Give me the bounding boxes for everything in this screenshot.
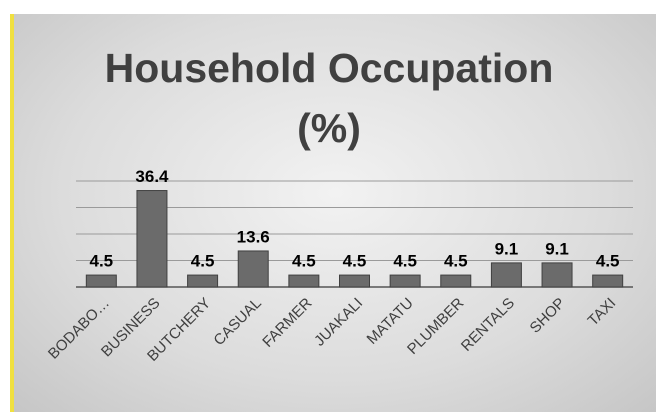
value-label: 4.5 [292,252,316,271]
bar [490,262,522,288]
chart-title: Household Occupation (%) [104,45,554,151]
value-label: 36.4 [135,167,169,186]
x-tick-label: TAXI [585,295,620,330]
bar [85,274,117,288]
bar [136,190,168,288]
bar [237,250,269,288]
chart-area [10,14,656,412]
bar [288,274,320,288]
value-label: 4.5 [393,252,417,271]
value-label: 4.5 [191,252,215,271]
bar [389,274,421,288]
x-tick-label: CASUAL [210,295,264,349]
value-label: 9.1 [495,239,519,258]
bar [339,274,370,288]
value-label: 4.5 [596,252,620,271]
bar [541,262,573,288]
value-label: 13.6 [237,227,270,246]
value-label: 4.5 [444,252,468,271]
x-tick-label: JUAKALI [311,295,366,350]
x-tick-label: FARMER [259,295,315,351]
bar [440,274,472,288]
value-label: 4.5 [89,252,113,271]
x-tick-label: RENTALS [458,295,518,355]
bar [592,274,624,288]
value-label: 4.5 [343,252,367,271]
x-tick-label: SHOP [527,295,569,337]
bar [187,274,219,288]
value-label: 9.1 [545,239,569,258]
